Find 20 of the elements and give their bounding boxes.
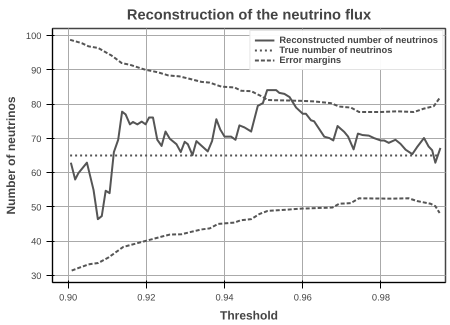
legend-label: Error margins bbox=[279, 55, 342, 65]
y-tick-label: 60 bbox=[31, 168, 42, 178]
legend-label: True number of neutrinos bbox=[279, 45, 392, 55]
y-axis-title: Number of neutrinos bbox=[4, 96, 18, 214]
y-tick-label: 90 bbox=[31, 65, 42, 76]
line-series bbox=[70, 197, 441, 272]
y-tick-label: 100 bbox=[26, 31, 42, 42]
y-tick-label: 80 bbox=[31, 100, 42, 110]
y-tick-label: 40 bbox=[31, 236, 42, 247]
x-tick-label: 0.94 bbox=[215, 292, 234, 302]
legend-label: Reconstructed number of neutrinos bbox=[279, 35, 438, 45]
chart-title: Reconstruction of the neutrino flux bbox=[126, 8, 372, 24]
y-tick-label: 70 bbox=[31, 134, 42, 144]
y-tick-label: 30 bbox=[31, 270, 42, 281]
x-tick-label: 0.98 bbox=[372, 292, 390, 302]
x-tick-label: 0.92 bbox=[137, 292, 156, 302]
x-tick-label: 0.90 bbox=[59, 292, 78, 302]
y-tick-label: 50 bbox=[31, 202, 42, 212]
x-tick-label: 0.96 bbox=[294, 292, 312, 302]
x-axis-title: Threshold bbox=[220, 308, 278, 322]
